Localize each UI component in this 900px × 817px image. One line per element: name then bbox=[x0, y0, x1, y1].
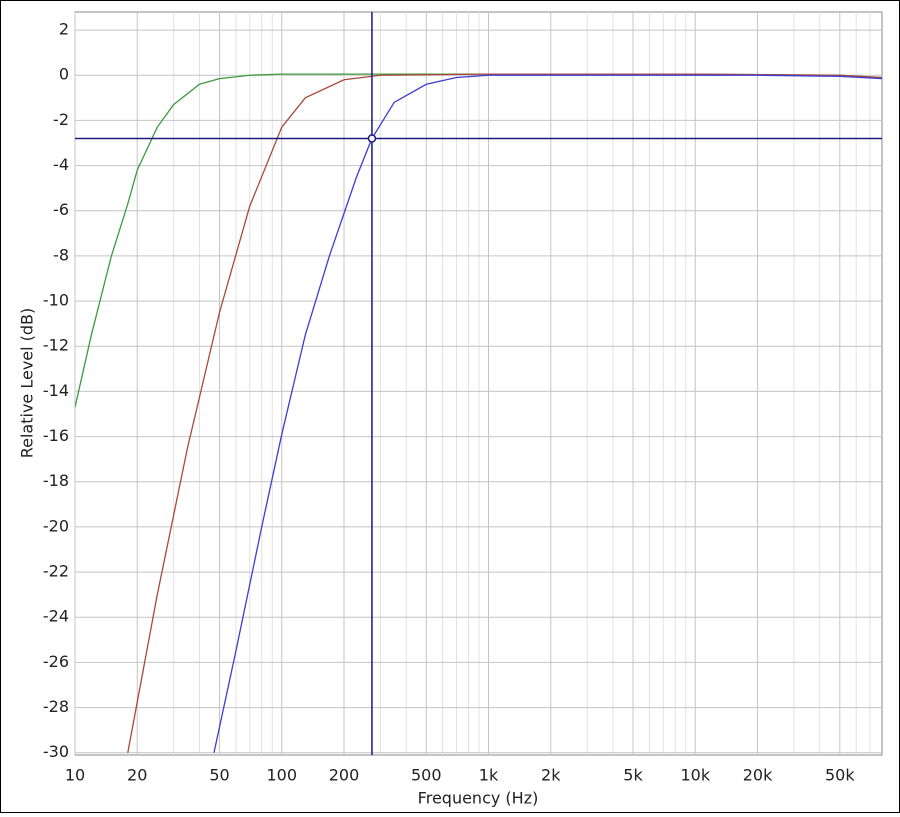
x-tick-label: 5k bbox=[623, 766, 643, 785]
y-tick-label: 2 bbox=[59, 20, 69, 39]
y-tick-label: -18 bbox=[43, 471, 69, 490]
x-tick-label: 100 bbox=[266, 766, 297, 785]
x-tick-label: 2k bbox=[541, 766, 561, 785]
x-tick-label: 10 bbox=[65, 766, 85, 785]
y-tick-label: -28 bbox=[43, 697, 69, 716]
y-tick-label: -30 bbox=[43, 742, 69, 761]
x-tick-label: 50k bbox=[825, 766, 855, 785]
x-tick-label: 20k bbox=[743, 766, 773, 785]
x-tick-label: 500 bbox=[411, 766, 442, 785]
plot-area bbox=[74, 11, 883, 756]
x-tick-label: 20 bbox=[127, 766, 147, 785]
x-axis-label: Frequency (Hz) bbox=[418, 789, 539, 808]
series-line bbox=[127, 73, 882, 753]
y-tick-label: -4 bbox=[53, 155, 69, 174]
y-tick-label: -24 bbox=[43, 607, 69, 626]
y-tick-label: -20 bbox=[43, 516, 69, 535]
y-tick-label: -10 bbox=[43, 291, 69, 310]
y-tick-label: -22 bbox=[43, 562, 69, 581]
y-axis-label: Relative Level (dB) bbox=[18, 308, 37, 459]
cursor-point bbox=[367, 134, 377, 143]
y-tick-label: -12 bbox=[43, 336, 69, 355]
x-tick-label: 10k bbox=[680, 766, 710, 785]
y-tick-label: -14 bbox=[43, 381, 69, 400]
y-tick-label: -6 bbox=[53, 200, 69, 219]
x-tick-label: 200 bbox=[329, 766, 360, 785]
y-tick-label: 0 bbox=[59, 65, 69, 84]
y-tick-label: -26 bbox=[43, 652, 69, 671]
y-tick-label: -8 bbox=[53, 245, 69, 264]
y-tick-label: -2 bbox=[53, 110, 69, 129]
x-tick-label: 1k bbox=[479, 766, 499, 785]
x-tick-label: 50 bbox=[209, 766, 229, 785]
y-tick-label: -16 bbox=[43, 426, 69, 445]
